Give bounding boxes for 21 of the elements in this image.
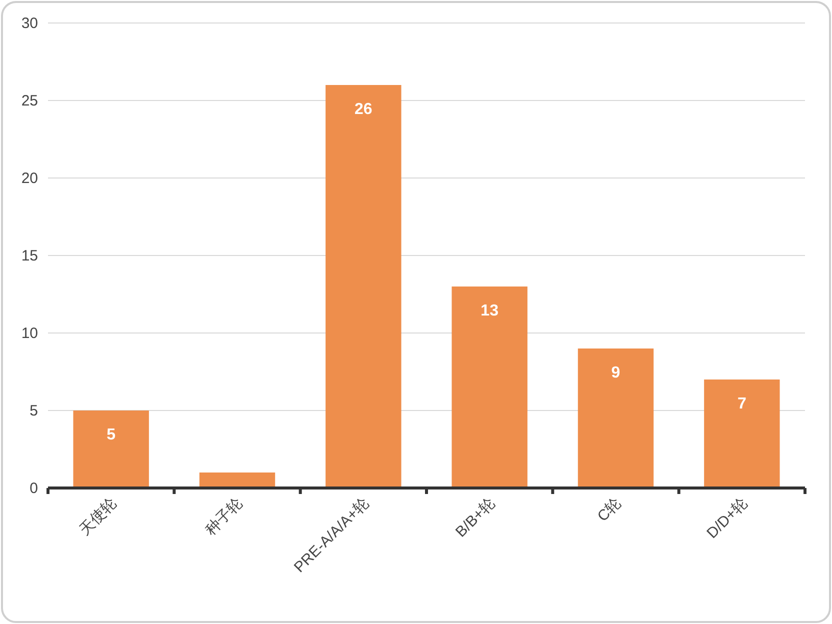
y-tick-label: 10 bbox=[21, 325, 38, 342]
data-label: 13 bbox=[480, 302, 499, 320]
y-tick-label: 15 bbox=[21, 248, 38, 264]
data-label: 9 bbox=[611, 364, 620, 382]
data-label: 26 bbox=[354, 101, 372, 118]
y-tick-label: 5 bbox=[30, 402, 38, 420]
bar bbox=[452, 286, 528, 488]
x-tick-label: 种子轮 bbox=[202, 494, 246, 539]
data-label: 7 bbox=[737, 396, 746, 412]
y-tick-label: 20 bbox=[21, 170, 38, 187]
bar bbox=[73, 410, 149, 488]
data-label: 5 bbox=[106, 426, 116, 444]
x-tick-label: 天使轮 bbox=[76, 494, 120, 539]
bar bbox=[199, 472, 276, 488]
x-tick-label: C轮 bbox=[594, 494, 625, 526]
y-tick-label: 0 bbox=[30, 480, 38, 497]
bar bbox=[326, 85, 402, 488]
y-tick-label: 25 bbox=[21, 92, 38, 110]
bar bbox=[704, 380, 780, 488]
bar bbox=[578, 348, 654, 488]
y-tick-label: 30 bbox=[21, 15, 38, 32]
